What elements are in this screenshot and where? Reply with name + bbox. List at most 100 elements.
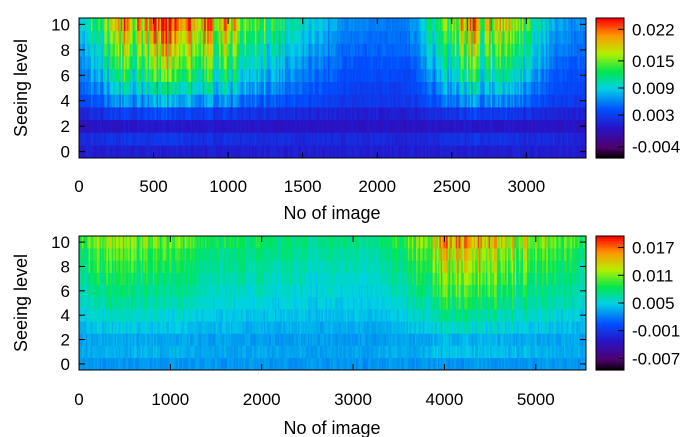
heatmap-cell [135,296,138,310]
heatmap-cell [553,56,556,70]
heatmap-cell [135,272,138,286]
heatmap-cell [125,357,128,370]
heatmap-cell [320,94,323,108]
heatmap-cell [98,357,101,370]
heatmap-cell [277,119,280,133]
heatmap-cell [122,309,125,322]
heatmap-cell [319,81,322,95]
heatmap-cell [185,272,188,286]
heatmap-cell [578,81,581,95]
heatmap-cell [210,56,213,70]
heatmap-cell [241,30,244,44]
heatmap-cell [117,260,120,273]
heatmap-cell [152,272,155,286]
heatmap-cell [234,107,237,121]
heatmap-cell [147,284,150,298]
heatmap-cell [186,94,189,108]
heatmap-cell [238,81,241,95]
heatmap-cell [102,333,105,346]
heatmap-cell [122,248,125,261]
heatmap-cell [138,30,141,44]
heatmap-cell [121,248,124,261]
heatmap-cell [166,357,169,370]
heatmap-cell [344,107,347,121]
heatmap-cell [512,94,516,108]
heatmap-cell [177,81,180,95]
heatmap-cell [471,56,474,70]
heatmap-cell [162,81,165,95]
heatmap-cell [203,357,206,370]
heatmap-cell [96,309,99,322]
heatmap-cell [502,145,505,158]
heatmap-cell [444,68,447,82]
colorbar-swatch [596,78,624,82]
heatmap-cell [263,107,266,121]
heatmap-cell [86,68,89,82]
heatmap-cell [162,345,165,359]
heatmap-cell [547,119,550,133]
heatmap-cell [216,81,219,95]
heatmap-cell [257,107,261,121]
heatmap-cell [395,107,398,121]
heatmap-cell [129,321,132,334]
heatmap-cell [268,132,271,146]
heatmap-cell [299,18,302,32]
heatmap-cell [487,43,490,57]
heatmap-cell [96,345,99,359]
heatmap-cell [96,272,99,286]
heatmap-cell [465,94,468,108]
heatmap-cell [289,132,292,146]
heatmap-cell [237,30,240,44]
heatmap-cell [96,145,99,158]
heatmap-cell [559,81,562,95]
heatmap-cell [208,107,211,121]
heatmap-cell [472,56,475,70]
heatmap-cell [92,68,95,82]
heatmap-cell [106,345,109,359]
heatmap-cell [442,107,445,121]
heatmap-cell [204,94,207,108]
heatmap-cell [436,18,439,32]
heatmap-cell [295,43,298,57]
heatmap-cell [87,296,90,310]
heatmap-cell [398,81,401,95]
heatmap-cell [366,81,369,95]
heatmap-cell [512,68,516,82]
heatmap-cell [180,248,183,261]
heatmap-cell [79,30,82,44]
heatmap-cell [520,56,523,70]
heatmap-cell [421,119,425,133]
heatmap-cell [189,94,192,108]
heatmap-cell [265,56,268,70]
heatmap-cell [106,321,109,334]
heatmap-cell [365,30,368,44]
heatmap-cell [157,272,160,286]
heatmap-cell [99,119,102,133]
heatmap-cell [162,132,165,146]
heatmap-cell [113,296,116,310]
heatmap-cell [138,94,141,108]
heatmap-cell [571,18,574,32]
heatmap-cell [296,107,299,121]
heatmap-cell [146,260,149,273]
heatmap-cell [150,321,153,334]
heatmap-cell [135,357,138,370]
heatmap-cell [218,309,221,322]
heatmap-cell [518,119,521,133]
heatmap-cell [195,333,198,346]
heatmap-cell [578,107,581,121]
heatmap-cell [442,145,445,158]
heatmap-cell [186,68,189,82]
heatmap-cell [556,107,559,121]
heatmap-cell [416,68,419,82]
heatmap-cell [198,107,201,121]
heatmap-cell [202,81,205,95]
heatmap-cell [196,56,199,70]
heatmap-cell [195,81,198,95]
heatmap-cell [359,94,362,108]
heatmap-cell [181,260,184,273]
heatmap-cell [304,94,307,108]
heatmap-cell [574,56,577,70]
heatmap-cell [205,236,208,249]
heatmap-cell [146,68,149,82]
